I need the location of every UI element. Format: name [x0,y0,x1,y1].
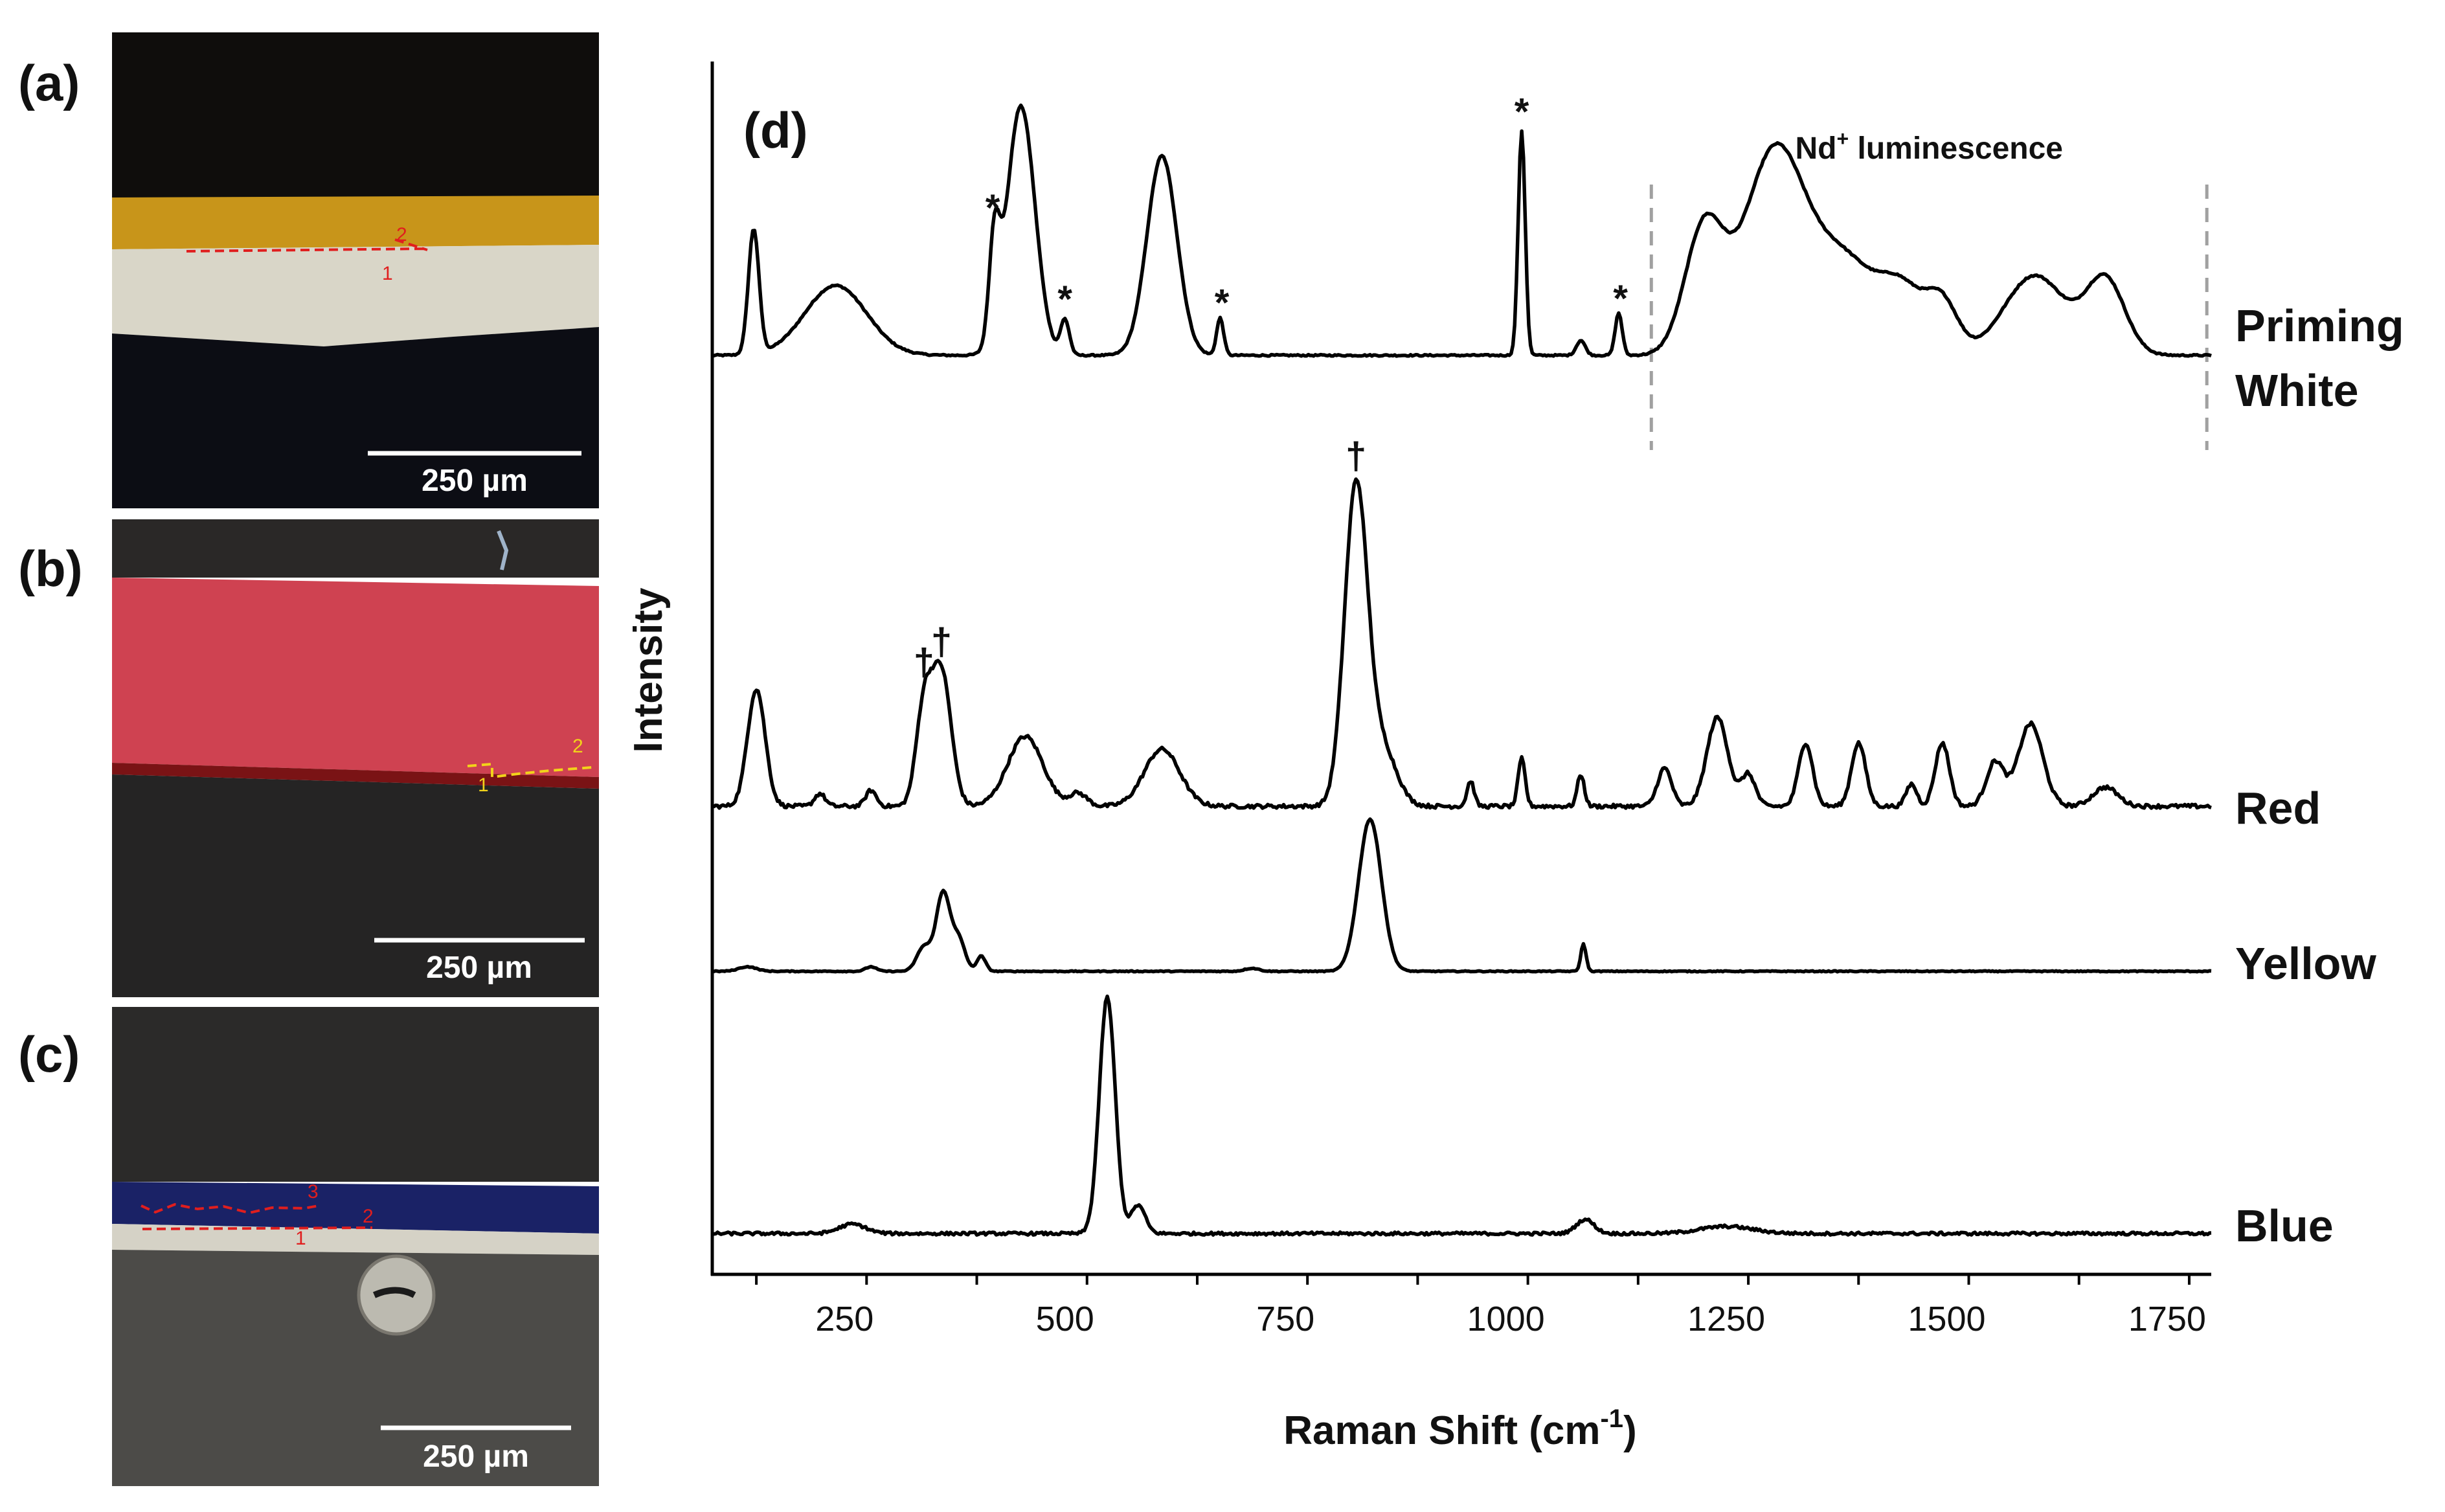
series-label-line: Red [2235,783,2321,833]
panel-a-bottom-background [112,327,599,508]
x-axis-title: Raman Shift (cm-1) [1283,1405,1636,1453]
x-tick-label: 1000 [1467,1300,1545,1338]
spectrum-blue [712,994,2212,1237]
peak-marker-dagger: † [914,642,934,684]
nd-label-text: Nd [1795,131,1836,166]
panel-c-label: (c) [18,1026,80,1083]
panel-b-debris [497,530,509,570]
nd-luminescence-annotation: Nd+ luminescence [1649,127,2209,450]
x-tick-label: 750 [1256,1300,1314,1338]
spectrum-red [711,477,2212,810]
panel-a-scale-label: 250 µm [422,464,528,498]
series-label-blue: Blue [2235,1201,2334,1251]
x-tick-label: 500 [1036,1300,1094,1338]
series-label-red: Red [2235,783,2321,833]
peak-marker-asterisk: * [1057,278,1072,321]
nd-luminescence-label: Nd+ luminescence [1795,127,2063,166]
panel-a-white-layer [112,245,599,346]
nd-label-superscript: + [1836,127,1849,150]
series-label-line: Yellow [2235,938,2376,989]
series-label-line: White [2235,365,2359,416]
x-axis-title-superscript: -1 [1600,1405,1623,1433]
x-tick-label: 1500 [1908,1300,1985,1338]
peak-marker-dagger: † [931,621,952,663]
panel-c-blue-layer [112,1182,599,1234]
panel-c-inclusion [357,1254,436,1336]
panel-a-yellow-layer [112,196,599,249]
raman-chart: (d) 250 500 750 1000 1250 1500 1750 Intensity … [626,62,2404,1453]
panel-c-layer-markers [141,1202,373,1230]
peak-markers: ** ***††† [914,91,1628,683]
series-label-line: Priming [2235,300,2404,351]
panel-c-top-background [112,1007,599,1182]
nd-label-rest: luminescence [1849,131,2063,166]
panel-a-layer-1-number: 1 [382,263,393,284]
peak-marker-asterisk: * [1215,282,1230,324]
x-axis-ticks: 250 500 750 1000 1250 1500 1750 [755,1274,2206,1338]
panel-a-label: (a) [18,54,80,111]
panel-a-layer-2-number: 2 [396,224,407,245]
spectrum-priming-white [712,103,2212,358]
panel-c-inclusion-crack [372,1287,416,1298]
panel-a-layer-markers [186,238,428,253]
panel-b-red-layer [112,578,599,777]
panel-c-layer-2-number: 2 [363,1206,374,1227]
panel-b-micrograph: 1 2 250 µm [112,519,599,997]
panel-b-scale-label: 250 µm [426,951,532,985]
panel-b-top-background [112,519,599,578]
series-labels: Priming White Red Yellow Blue [2235,300,2404,1251]
x-axis-title-text: Raman Shift (cm [1283,1408,1600,1453]
peak-marker-asterisk: * [1515,91,1529,133]
spectrum-yellow [712,817,2212,974]
panel-c-white-layer [112,1224,599,1255]
x-tick-label: 1250 [1687,1300,1765,1338]
spectra-group [711,103,2212,1237]
peak-marker-asterisk: * [1613,278,1628,320]
peak-marker-dagger: † [1346,435,1366,477]
y-axis-title: Intensity [626,587,671,752]
x-tick-label: 1750 [2128,1300,2206,1338]
panel-b-layer-1-number: 1 [478,774,489,796]
x-tick-label: 250 [815,1300,873,1338]
panel-b-dark-red-line [112,763,599,789]
panel-c-micrograph: 1 2 3 250 µm [112,1007,599,1486]
panel-b-layer-2-number: 2 [572,736,583,757]
panel-b-layer-markers [467,762,593,779]
panel-b-label: (b) [18,540,83,597]
panel-a-top-background [112,32,599,197]
series-label-yellow: Yellow [2235,938,2376,989]
x-axis-title-end: ) [1623,1408,1637,1453]
series-label-priming-white: Priming White [2235,300,2404,416]
peak-marker-asterisk: * [986,187,1000,229]
panel-c-layer-3-number: 3 [308,1181,319,1202]
panel-a-micrograph: 1 2 250 µm [112,32,599,508]
chart-panel-label: (d) [743,102,808,159]
series-label-line: Blue [2235,1201,2334,1251]
panel-c-scale-label: 250 µm [423,1439,529,1474]
panel-c-layer-1-number: 1 [295,1228,306,1249]
